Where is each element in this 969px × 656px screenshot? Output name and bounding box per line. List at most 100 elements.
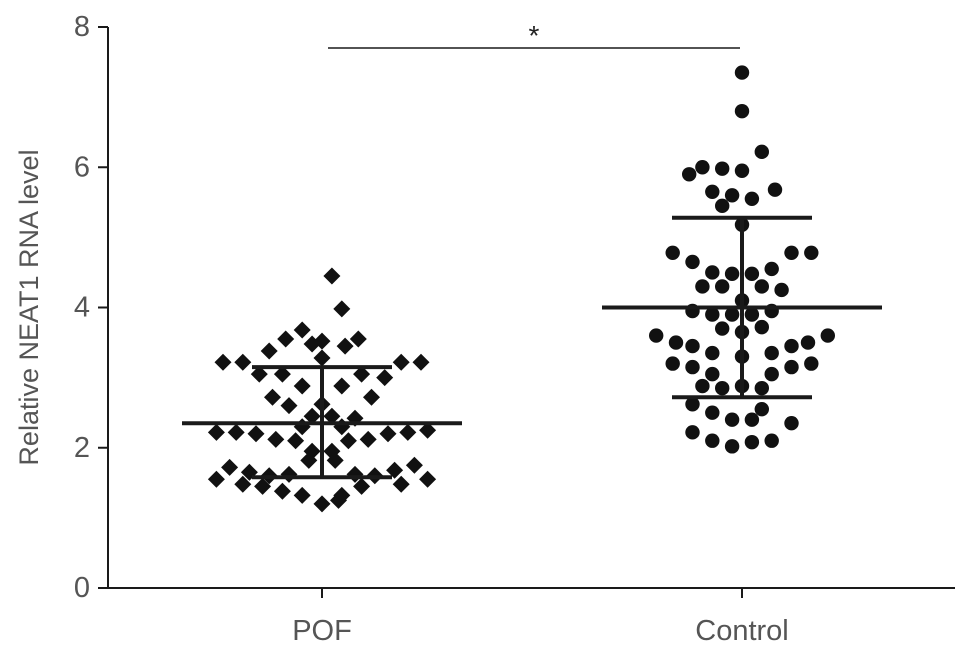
pof-point (280, 465, 298, 483)
axis-labels: 0 2 4 6 8 POF Control Relative NEAT1 RNA level * (14, 11, 789, 647)
pof-point (264, 388, 281, 406)
pof-point (303, 407, 321, 425)
control-point (744, 307, 760, 322)
control-point (800, 335, 816, 350)
pof-point (227, 423, 245, 441)
control-point (804, 245, 819, 261)
control-point (715, 161, 730, 176)
control-point (784, 416, 799, 431)
pof-point (300, 451, 318, 469)
control-point (724, 439, 740, 454)
control-point (724, 412, 740, 427)
control-point (764, 433, 779, 448)
control-point (754, 380, 769, 396)
control-point (744, 191, 760, 207)
control-point (685, 338, 700, 354)
control-point (784, 359, 799, 375)
control-point (665, 245, 680, 261)
pof-point (392, 353, 410, 371)
y-tick-label: 0 (74, 572, 90, 604)
pof-point (250, 365, 268, 383)
control-point (734, 65, 750, 80)
control-point (754, 401, 769, 417)
control-point (754, 319, 769, 335)
pof-point (376, 369, 394, 387)
significance-label: * (529, 20, 540, 51)
pof-point (326, 451, 344, 469)
pof-point (386, 461, 404, 479)
control-point (724, 188, 740, 203)
control-point (705, 265, 720, 280)
control-point (705, 433, 720, 448)
pof-point (221, 458, 239, 476)
y-tick-label: 2 (74, 432, 90, 464)
pof-point (333, 377, 351, 395)
pof-point (399, 423, 417, 441)
pof-point (260, 342, 278, 360)
pof-point (280, 397, 298, 415)
control-point (715, 279, 730, 294)
pof-point (277, 330, 295, 348)
pof-point (287, 432, 305, 450)
control-point (705, 405, 720, 420)
pof-point (333, 418, 351, 436)
pof-point (293, 377, 311, 395)
control-point (705, 307, 720, 322)
pof-point (234, 353, 252, 371)
control-point (665, 356, 680, 371)
control-point (724, 266, 740, 282)
control-point (668, 335, 684, 350)
control-point (705, 345, 720, 361)
control-point (682, 167, 697, 182)
x-tick-label: Control (695, 615, 789, 647)
x-tick-label: POF (292, 615, 352, 647)
control-point (744, 412, 760, 427)
pof-point (313, 349, 331, 367)
pof-point (333, 300, 351, 318)
pof-point (207, 470, 225, 488)
pof-point (353, 365, 371, 383)
control-point (685, 397, 700, 412)
control-point (724, 307, 740, 322)
control-point (754, 144, 769, 160)
control-point (705, 184, 720, 199)
pof-point (247, 425, 265, 443)
control-point (764, 261, 779, 277)
summary-bars (182, 215, 882, 480)
y-tick-label: 8 (74, 11, 90, 43)
pof-point (330, 491, 347, 509)
control-point (744, 434, 760, 450)
pof-point (339, 432, 357, 450)
control-point (705, 366, 720, 382)
control-point (784, 338, 799, 354)
pof-point (293, 486, 311, 504)
pof-point (273, 482, 291, 500)
y-axis-title: Relative NEAT1 RNA level (14, 149, 44, 465)
control-point (734, 103, 750, 119)
pof-point (254, 477, 272, 495)
pof-point (363, 388, 380, 406)
pof-point (267, 430, 285, 448)
axes (98, 26, 955, 598)
pof-point (293, 418, 311, 436)
y-tick-label: 6 (74, 151, 90, 183)
control-point (764, 345, 779, 361)
pof-point (293, 321, 311, 339)
control-point (695, 279, 710, 294)
control-point (767, 182, 783, 197)
pof-point (412, 353, 430, 371)
control-point (715, 380, 730, 396)
pof-point (349, 330, 367, 348)
pof-point (273, 365, 291, 383)
control-point (649, 328, 664, 343)
control-point (715, 198, 730, 214)
pof-point (379, 425, 397, 443)
control-point (764, 366, 779, 382)
pof-point (336, 337, 354, 355)
pof-point (303, 335, 321, 353)
pof-point (323, 407, 341, 425)
control-point (744, 266, 760, 282)
control-point (804, 356, 819, 371)
control-point (734, 163, 750, 178)
